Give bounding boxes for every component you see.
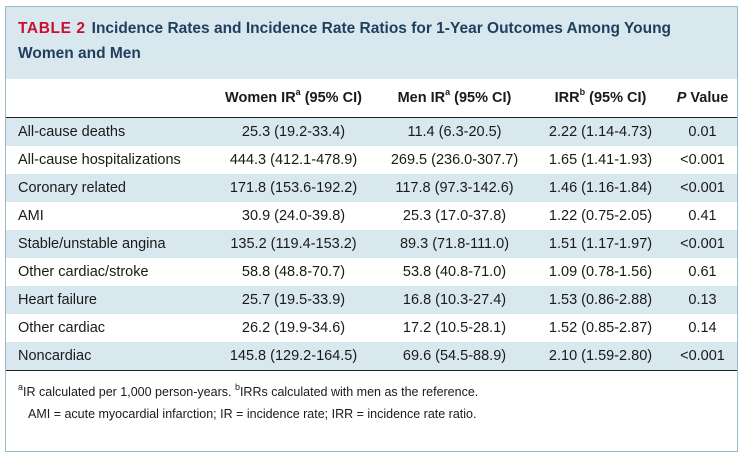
cell-women-ir: 25.7 (19.5-33.9) — [213, 286, 374, 314]
cell-women-ir: 58.8 (48.8-70.7) — [241, 264, 346, 280]
cell-p-value: 0.13 — [666, 286, 737, 314]
header-row: Women IRa (95% CI) Men IRa (95% CI) IRRb… — [6, 79, 737, 118]
table-row: Stable/unstable angina 135.2 (119.4-153.… — [6, 230, 737, 258]
cell-outcome: Other cardiac/stroke — [18, 264, 149, 280]
table-row: Other cardiac/stroke 58.8 (48.8-70.7) 53… — [6, 258, 737, 286]
outcomes-table: Women IRa (95% CI) Men IRa (95% CI) IRRb… — [6, 79, 737, 371]
table-row: Coronary related 171.8 (153.6-192.2) 117… — [6, 174, 737, 202]
header-men-ir: Men IRa (95% CI) — [374, 79, 535, 118]
cell-men-ir: 117.8 (97.3-142.6) — [374, 174, 535, 202]
table-row: Noncardiac 145.8 (129.2-164.5) 69.6 (54.… — [6, 342, 737, 371]
cell-women-ir: 30.9 (24.0-39.8) — [241, 208, 346, 224]
table-row: All-cause hospitalizations 444.3 (412.1-… — [6, 146, 737, 174]
cell-outcome: Coronary related — [6, 174, 213, 202]
cell-outcome: All-cause deaths — [6, 117, 213, 146]
table-frame: TABLE 2 Incidence Rates and Incidence Rat… — [5, 6, 738, 452]
cell-irr: 2.10 (1.59-2.80) — [535, 342, 666, 371]
cell-men-ir: 25.3 (17.0-37.8) — [402, 208, 507, 224]
cell-women-ir: 135.2 (119.4-153.2) — [213, 230, 374, 258]
cell-men-ir: 269.5 (236.0-307.7) — [390, 152, 519, 168]
header-irr: IRRb (95% CI) — [535, 79, 666, 118]
table-row: AMI 30.9 (24.0-39.8) 25.3 (17.0-37.8) 1.… — [6, 202, 737, 230]
table-title-text: Incidence Rates and Incidence Rate Ratio… — [18, 20, 672, 62]
footnote-line: aIR calculated per 1,000 person-years. b… — [18, 381, 725, 403]
table-footnotes: aIR calculated per 1,000 person-years. b… — [6, 371, 737, 425]
cell-p-value: <0.001 — [680, 152, 725, 168]
footnote-a-text: IR calculated per 1,000 person-years. — [23, 385, 235, 399]
cell-irr: 1.22 (0.75-2.05) — [548, 208, 653, 224]
cell-irr: 2.22 (1.14-4.73) — [535, 117, 666, 146]
footnote-abbreviations: AMI = acute myocardial infarction; IR = … — [28, 407, 477, 421]
cell-outcome: Heart failure — [6, 286, 213, 314]
footnote-b-text: IRRs calculated with men as the referenc… — [239, 385, 479, 399]
table-row: Other cardiac 26.2 (19.9-34.6) 17.2 (10.… — [6, 314, 737, 342]
cell-outcome: Stable/unstable angina — [6, 230, 213, 258]
cell-men-ir: 53.8 (40.8-71.0) — [402, 264, 507, 280]
footnote-b-mark: b — [234, 381, 240, 392]
cell-irr: 1.52 (0.85-2.87) — [548, 320, 653, 336]
cell-p-value: 0.01 — [666, 117, 737, 146]
table-title: TABLE 2 Incidence Rates and Incidence Rat… — [6, 7, 737, 79]
cell-p-value: <0.001 — [666, 174, 737, 202]
cell-p-value: 0.41 — [688, 208, 717, 224]
cell-p-value: <0.001 — [666, 342, 737, 371]
cell-women-ir: 171.8 (153.6-192.2) — [213, 174, 374, 202]
header-women-ir: Women IRa (95% CI) — [213, 79, 374, 118]
cell-outcome: All-cause hospitalizations — [18, 152, 181, 168]
cell-irr: 1.09 (0.78-1.56) — [548, 264, 653, 280]
table-row: Heart failure 25.7 (19.5-33.9) 16.8 (10.… — [6, 286, 737, 314]
header-p-value: P Value — [666, 79, 737, 118]
cell-women-ir: 26.2 (19.9-34.6) — [241, 320, 346, 336]
cell-men-ir: 11.4 (6.3-20.5) — [374, 117, 535, 146]
cell-women-ir: 25.3 (19.2-33.4) — [213, 117, 374, 146]
cell-men-ir: 69.6 (54.5-88.9) — [374, 342, 535, 371]
cell-outcome: AMI — [18, 208, 44, 224]
cell-outcome: Other cardiac — [18, 320, 106, 336]
cell-men-ir: 16.8 (10.3-27.4) — [374, 286, 535, 314]
cell-women-ir: 145.8 (129.2-164.5) — [213, 342, 374, 371]
header-outcome — [6, 79, 213, 118]
cell-p-value: 0.61 — [688, 264, 717, 280]
cell-p-value: 0.14 — [688, 320, 717, 336]
cell-women-ir: 444.3 (412.1-478.9) — [229, 152, 358, 168]
cell-men-ir: 17.2 (10.5-28.1) — [402, 320, 507, 336]
cell-irr: 1.51 (1.17-1.97) — [535, 230, 666, 258]
cell-men-ir: 89.3 (71.8-111.0) — [374, 230, 535, 258]
table-label: TABLE 2 — [18, 20, 86, 37]
cell-irr: 1.65 (1.41-1.93) — [548, 152, 653, 168]
table-row: All-cause deaths 25.3 (19.2-33.4) 11.4 (… — [6, 117, 737, 146]
cell-p-value: <0.001 — [666, 230, 737, 258]
cell-irr: 1.53 (0.86-2.88) — [535, 286, 666, 314]
footnote-a-mark: a — [18, 381, 24, 392]
cell-outcome: Noncardiac — [6, 342, 213, 371]
cell-irr: 1.46 (1.16-1.84) — [535, 174, 666, 202]
